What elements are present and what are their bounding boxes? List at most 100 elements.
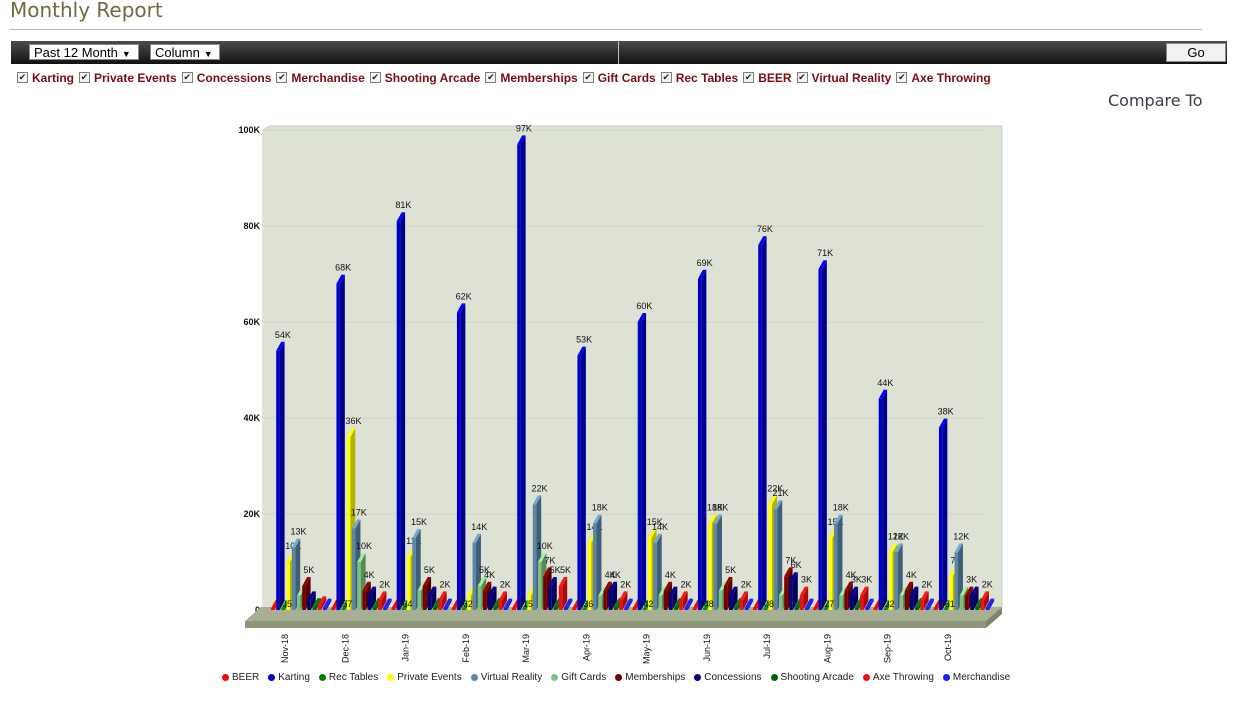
filter-memberships[interactable]: ✔ Memberships bbox=[485, 71, 578, 85]
go-button[interactable]: Go bbox=[1166, 43, 1226, 62]
bar-beer bbox=[331, 608, 335, 610]
filter-checkbox[interactable]: ✔ bbox=[582, 72, 594, 83]
filter-beer[interactable]: ✔ BEER bbox=[743, 71, 792, 85]
legend-item[interactable]: Gift Cards bbox=[551, 672, 606, 683]
compare-to-link[interactable]: Compare To bbox=[1108, 91, 1203, 110]
bar-axe-throwing bbox=[920, 600, 924, 610]
data-label: 2K bbox=[921, 579, 932, 589]
filter-gift-cards[interactable]: ✔ Gift Cards bbox=[582, 71, 656, 85]
filter-shooting-arcade[interactable]: ✔ Shooting Arcade bbox=[369, 70, 481, 85]
bar-karting bbox=[938, 427, 943, 610]
bar-rec-tables bbox=[823, 608, 828, 610]
filter-karting[interactable]: ✔ Karting bbox=[17, 71, 74, 85]
legend-item[interactable]: BEER bbox=[222, 672, 259, 683]
bar-merchandise bbox=[564, 607, 568, 610]
bar-beer bbox=[753, 608, 757, 610]
x-tick-label: Aug-19 bbox=[822, 634, 832, 663]
legend-item[interactable]: Virtual Reality bbox=[470, 672, 542, 683]
data-label: 62K bbox=[456, 291, 472, 301]
legend-item[interactable]: Shooting Arcade bbox=[770, 672, 854, 683]
legend-item[interactable]: Private Events bbox=[387, 672, 462, 683]
data-label: 22K bbox=[531, 483, 547, 493]
bar-top bbox=[789, 572, 798, 582]
filter-concessions[interactable]: ✔ Concessions bbox=[181, 71, 271, 85]
filter-checkbox[interactable]: ✔ bbox=[276, 72, 288, 83]
bar-top bbox=[336, 274, 345, 284]
bar-top bbox=[805, 598, 814, 608]
filter-virtual-reality[interactable]: ✔ Virtual Reality bbox=[796, 70, 892, 85]
bar-memberships bbox=[723, 586, 728, 610]
legend-label: Concessions bbox=[704, 672, 762, 683]
bar-virtual-reality bbox=[894, 552, 898, 610]
bar-side bbox=[627, 598, 633, 610]
filter-checkbox[interactable]: ✔ bbox=[17, 72, 28, 83]
bar-private-events bbox=[648, 538, 652, 610]
bar-karting bbox=[637, 322, 642, 610]
legend-item[interactable]: Concessions bbox=[694, 672, 762, 683]
bar-side bbox=[460, 303, 466, 610]
bar-memberships bbox=[904, 590, 909, 610]
data-label: 71K bbox=[817, 248, 833, 258]
legend-item[interactable]: Axe Throwing bbox=[862, 672, 934, 683]
legend-item[interactable]: Karting bbox=[268, 672, 310, 683]
bar-shooting-arcade bbox=[674, 607, 678, 610]
bottom-value-label: 157 bbox=[337, 599, 352, 609]
filter-checkbox[interactable]: ✔ bbox=[896, 72, 908, 83]
legend-marker bbox=[770, 674, 778, 681]
chart-legend: BEER Karting Rec Tables Private Events Virtu… bbox=[222, 672, 1019, 684]
legend-marker bbox=[470, 674, 478, 681]
bar-side bbox=[622, 591, 628, 610]
legend-item[interactable]: Merchandise bbox=[942, 672, 1010, 683]
filter-checkbox[interactable]: ✔ bbox=[743, 72, 755, 83]
filter-private-events[interactable]: ✔ Private Events bbox=[79, 71, 177, 85]
bar-top bbox=[713, 514, 722, 524]
filter-label: Shooting Arcade bbox=[384, 70, 481, 85]
bar-concessions bbox=[909, 595, 914, 610]
bar-side bbox=[682, 591, 688, 610]
bar-gift-cards bbox=[959, 595, 964, 610]
bar-top bbox=[744, 598, 754, 608]
filter-checkbox[interactable]: ✔ bbox=[79, 72, 90, 83]
category-filters: ✔ Karting ✔ Private Events ✔ Concessions ✔ Merc… bbox=[17, 69, 1237, 87]
period-select-value: Past 12 Month bbox=[34, 45, 118, 60]
bar-top bbox=[517, 135, 526, 145]
bar-top bbox=[538, 553, 547, 562]
bar-side bbox=[446, 598, 452, 610]
legend-item[interactable]: Memberships bbox=[615, 672, 685, 683]
filter-axe-throwing[interactable]: ✔ Axe Throwing bbox=[896, 71, 991, 85]
legend-label: Gift Cards bbox=[561, 672, 607, 683]
x-tick-label: Mar-19 bbox=[521, 634, 531, 663]
bar-merchandise bbox=[865, 607, 869, 610]
bar-side bbox=[580, 346, 586, 610]
legend-marker bbox=[551, 674, 559, 681]
filter-checkbox[interactable]: ✔ bbox=[181, 72, 193, 83]
bar-side bbox=[742, 591, 748, 610]
data-label: 18K bbox=[833, 503, 849, 513]
bar-axe-throwing bbox=[378, 600, 382, 610]
bar-top bbox=[624, 598, 633, 608]
bar-beer bbox=[813, 608, 817, 610]
bar-virtual-reality bbox=[954, 552, 958, 610]
data-label: 4K bbox=[364, 570, 375, 580]
legend-item[interactable]: Rec Tables bbox=[318, 672, 378, 683]
bar-virtual-reality bbox=[593, 523, 597, 610]
filter-merchandise[interactable]: ✔ Merchandise bbox=[276, 71, 365, 85]
bar-top bbox=[723, 577, 733, 586]
filter-rec-tables[interactable]: ✔ Rec Tables bbox=[660, 71, 738, 85]
filter-checkbox[interactable]: ✔ bbox=[796, 72, 808, 83]
bar-top bbox=[564, 598, 573, 608]
bar-side bbox=[863, 586, 869, 610]
bar-side bbox=[641, 313, 647, 610]
filter-checkbox[interactable]: ✔ bbox=[369, 72, 381, 83]
filter-label: Virtual Reality bbox=[811, 70, 892, 85]
chart-type-select[interactable]: Column ▼ bbox=[150, 44, 220, 60]
bar-side bbox=[612, 581, 618, 610]
bar-top bbox=[312, 598, 321, 608]
data-label: 4K bbox=[610, 570, 621, 580]
filter-checkbox[interactable]: ✔ bbox=[485, 72, 497, 83]
filter-checkbox[interactable]: ✔ bbox=[660, 72, 672, 83]
bar-top bbox=[396, 212, 406, 222]
period-select[interactable]: Past 12 Month ▼ bbox=[29, 44, 139, 60]
y-tick-label: 20K bbox=[243, 509, 260, 519]
bar-top bbox=[422, 577, 432, 586]
